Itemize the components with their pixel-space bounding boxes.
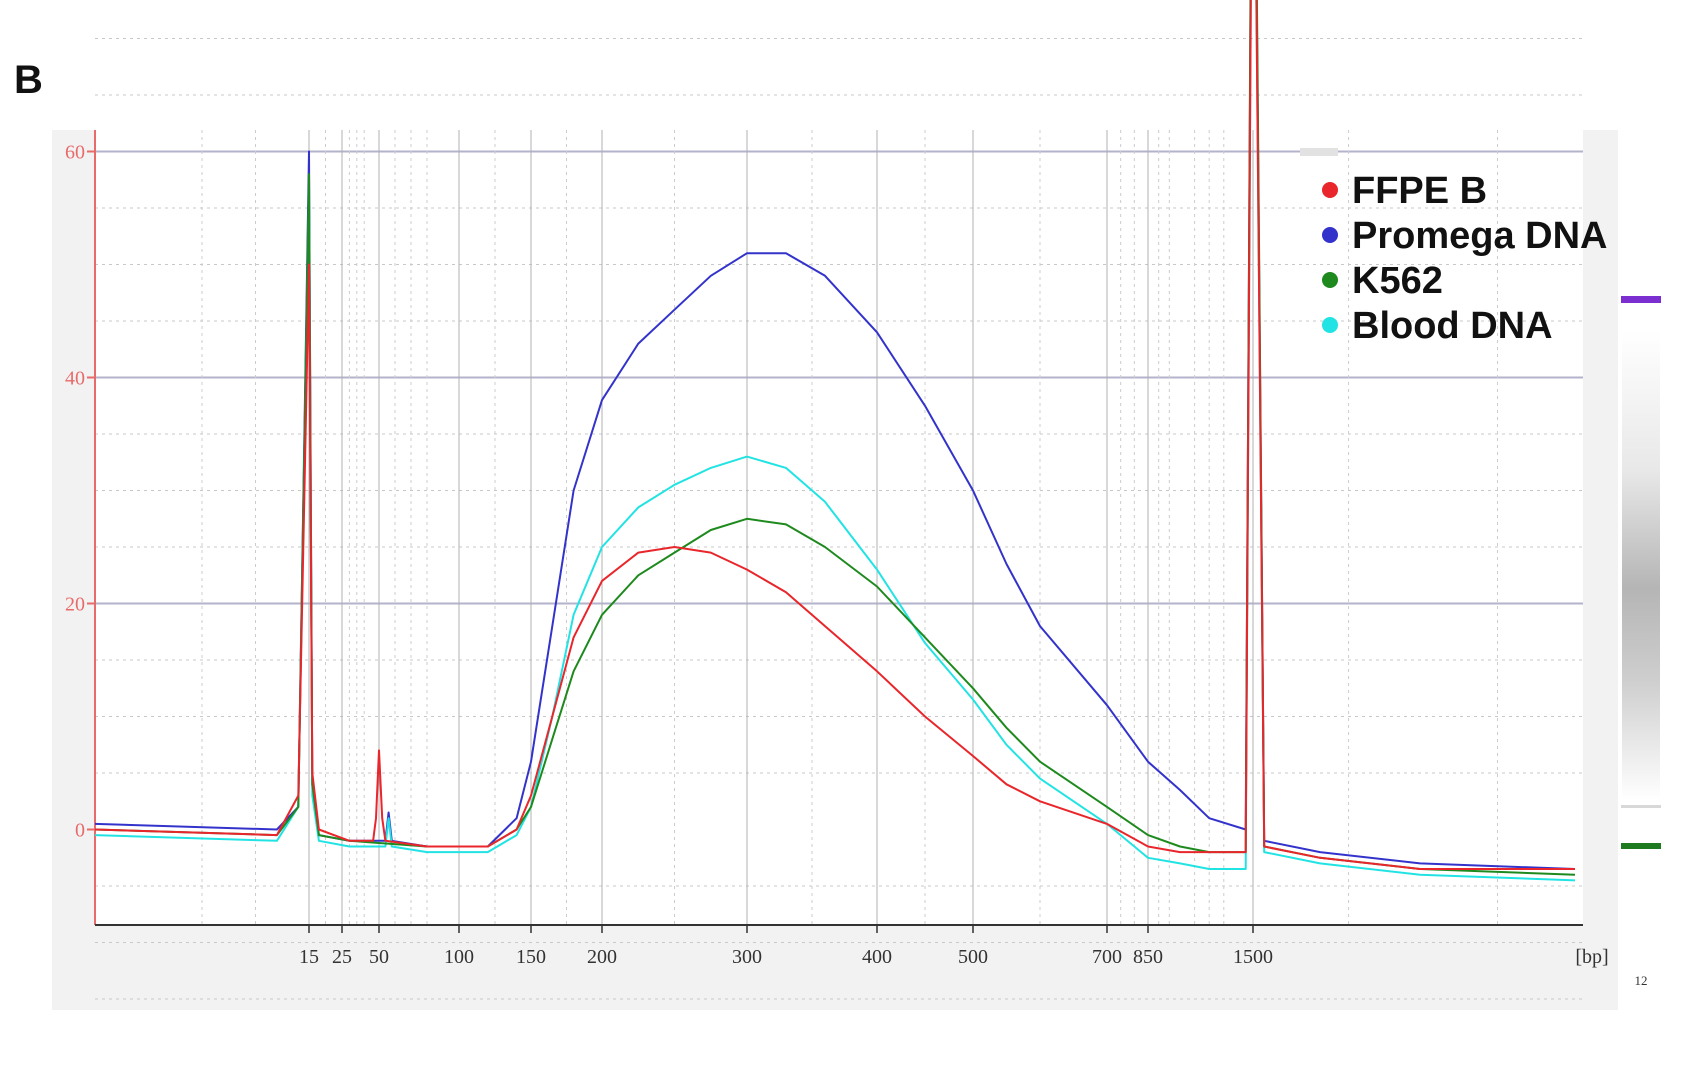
x-tick-label: 25	[332, 946, 352, 968]
x-tick-label: 200	[587, 946, 617, 968]
y-tick-label: 40	[65, 368, 85, 390]
x-tick-label: 850	[1133, 946, 1163, 968]
legend-marker-promega-dna	[1322, 227, 1338, 243]
x-tick-label: 700	[1092, 946, 1122, 968]
axes: 0204060801001201525501001502003004005007…	[65, 130, 1609, 968]
y-tick-label: 0	[75, 820, 85, 842]
gel-upper-marker-band	[1621, 296, 1661, 303]
grid-lines	[95, 38, 1583, 1000]
legend-marker-blood-dna	[1322, 317, 1338, 333]
x-tick-label: 50	[369, 946, 389, 968]
legend-marker-k562	[1322, 272, 1338, 288]
series-line-blood-dna	[94, 0, 1576, 882]
x-tick-label: 500	[958, 946, 988, 968]
y-tick-label: 20	[65, 594, 85, 616]
legend-marker-ffpe-b	[1322, 182, 1338, 198]
y-tick-label: 60	[65, 142, 85, 164]
x-unit-label: [bp]	[1575, 946, 1608, 968]
gel-faint-band	[1621, 805, 1661, 808]
gel-lane: 12	[1618, 130, 1664, 1010]
gel-lane-label: 12	[1635, 973, 1648, 988]
panel-label: B	[14, 58, 43, 102]
x-tick-label: 1500	[1233, 946, 1273, 968]
x-tick-label: 400	[862, 946, 892, 968]
gel-lower-marker-band	[1621, 843, 1661, 849]
x-tick-label: 100	[444, 946, 474, 968]
gel-smear	[1622, 330, 1660, 800]
legend-label-promega-dna: Promega DNA	[1352, 215, 1608, 257]
legend-label-ffpe-b: FFPE B	[1352, 170, 1487, 212]
legend-scroll-hint	[1300, 148, 1338, 156]
x-tick-label: 15	[299, 946, 319, 968]
legend-label-k562: K562	[1352, 260, 1443, 302]
plot-area	[95, 130, 1583, 925]
series-line-ffpe-b	[94, 0, 1575, 870]
x-tick-label: 300	[732, 946, 762, 968]
x-tick-label: 150	[516, 946, 546, 968]
legend-label-blood-dna: Blood DNA	[1352, 305, 1553, 347]
series-lines	[94, 0, 1576, 882]
